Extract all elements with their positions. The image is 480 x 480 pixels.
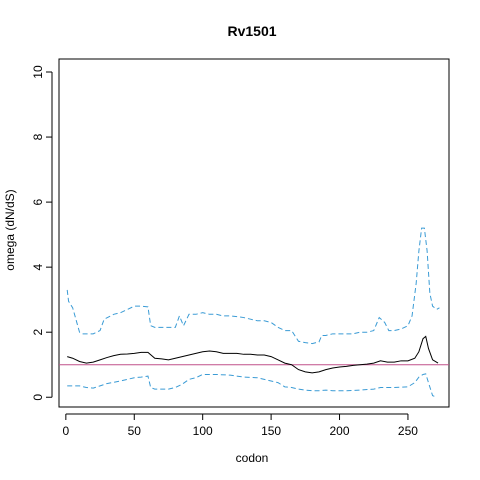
- y-tick-label: 6: [31, 198, 45, 205]
- omega-estimate-line: [67, 335, 439, 374]
- x-tick-label: 0: [62, 424, 69, 438]
- x-tick-label: 250: [398, 424, 418, 438]
- y-tick-label: 4: [31, 263, 45, 270]
- x-tick-label: 150: [261, 424, 281, 438]
- y-axis-label: omega (dN/dS): [3, 189, 17, 270]
- y-tick-label: 10: [31, 65, 45, 79]
- lower-bound-line: [67, 373, 437, 398]
- upper-bound-line: [66, 227, 440, 345]
- x-axis-label: codon: [236, 451, 269, 465]
- y-tick-label: 0: [31, 394, 45, 401]
- x-tick-label: 100: [193, 424, 213, 438]
- x-tick-label: 200: [330, 424, 350, 438]
- x-tick-label: 50: [128, 424, 142, 438]
- plot-frame: [58, 58, 450, 408]
- y-tick-label: 2: [31, 329, 45, 336]
- chart-title: Rv1501: [227, 23, 276, 39]
- plot-area: 0 50 100 150 200 250 0 2 4 6 8 10: [31, 58, 450, 438]
- y-tick-label: 8: [31, 133, 45, 140]
